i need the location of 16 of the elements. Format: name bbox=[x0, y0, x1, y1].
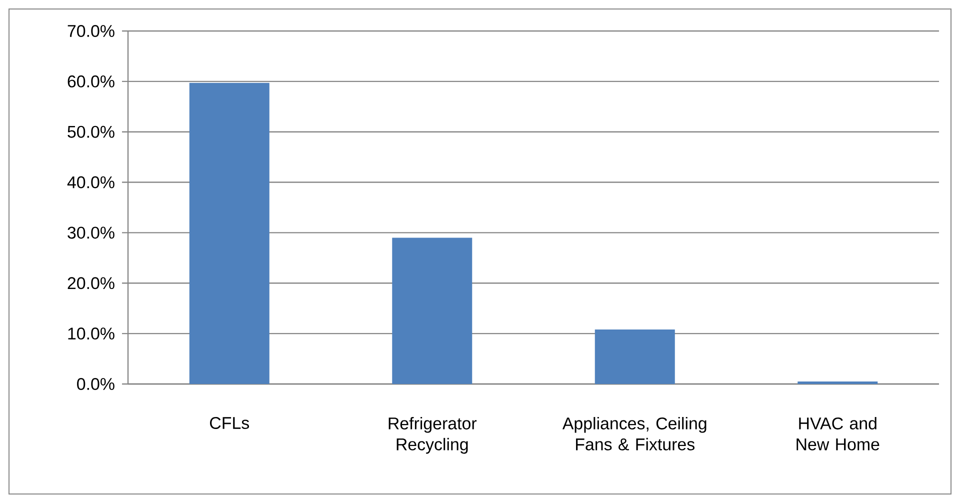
y-tick-label: 40.0% bbox=[67, 176, 114, 188]
bar bbox=[594, 330, 675, 384]
y-tick-label: 20.0% bbox=[68, 277, 114, 290]
y-tick-label: 70.0% bbox=[68, 24, 114, 37]
bar bbox=[798, 381, 878, 384]
y-tick-label: 30.0% bbox=[68, 226, 114, 239]
x-tick-label: Appliances, Ceiling Fans & Fixtures bbox=[562, 417, 706, 450]
bar bbox=[189, 82, 270, 384]
y-tick-label: 50.0% bbox=[68, 126, 114, 138]
bar bbox=[392, 238, 472, 384]
y-tick-label: 0.0% bbox=[77, 378, 114, 390]
y-tick-label: 60.0% bbox=[68, 75, 114, 88]
x-tick-label: CFLs bbox=[210, 416, 250, 429]
x-tick-label: HVAC and New Home bbox=[796, 417, 880, 450]
x-tick-label: Refrigerator Recycling bbox=[388, 417, 477, 454]
y-tick-label: 10.0% bbox=[68, 328, 114, 340]
